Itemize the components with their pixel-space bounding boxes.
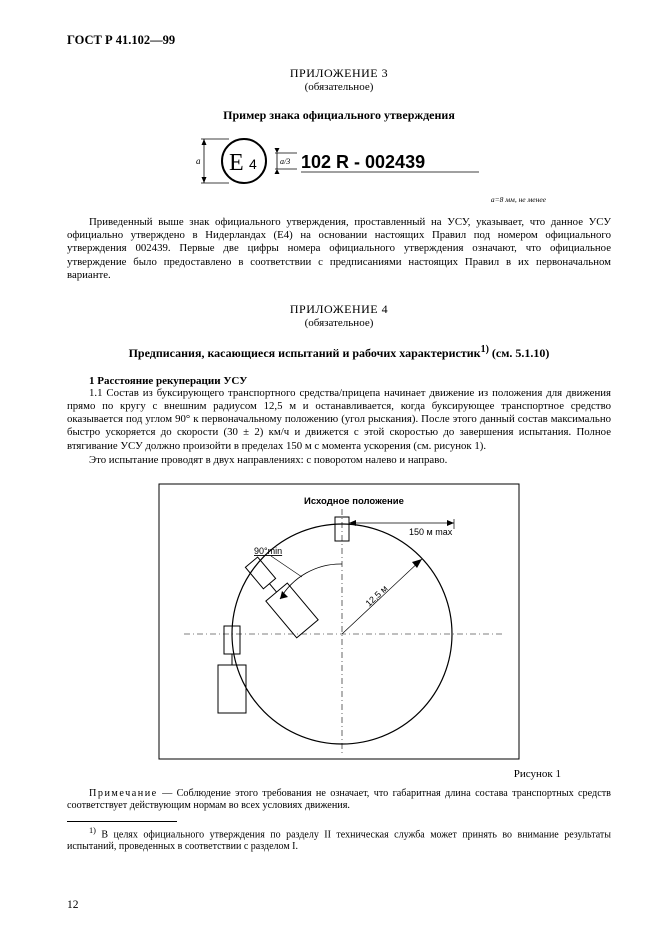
doc-code: ГОСТ Р 41.102—99 (67, 33, 611, 48)
footnote-text: В целях официального утверждения по разд… (67, 829, 611, 852)
p11: 1.1 Состав из буксирующего транспортного… (67, 387, 611, 453)
sec1-body: 1.1 Состав из буксирующего транспортного… (67, 387, 611, 467)
fig-150m: 150 м max (409, 527, 453, 537)
footnote-sup: 1) (89, 826, 96, 835)
figure-1-caption: Рисунок 1 (67, 768, 561, 780)
mark-letter: E (229, 150, 244, 176)
annex3-example-title: Пример знака официального утверждения (67, 108, 611, 123)
prescr-sup: 1) (481, 344, 489, 355)
p12: Это испытание проводят в двух направлени… (67, 454, 611, 467)
annex3-title: ПРИЛОЖЕНИЕ 3 (67, 66, 611, 81)
annex3-paragraph: Приведенный выше знак официального утвер… (67, 216, 611, 282)
prescr-title-b: (см. 5.1.10) (489, 346, 550, 360)
dim-a3: a/3 (280, 157, 290, 166)
figure-1: Исходное положение 150 м max 90°min 12,5… (67, 479, 611, 764)
page-number: 12 (67, 899, 79, 911)
note-lead: Примечание (89, 788, 158, 799)
prescr-title-a: Предписания, касающиеся испытаний и рабо… (129, 346, 481, 360)
mark-number: 102 R - 002439 (301, 152, 425, 172)
page: ГОСТ Р 41.102—99 ПРИЛОЖЕНИЕ 3 (обязатель… (0, 0, 661, 936)
approval-mark: a E 4 a/3 102 R - 002439 (67, 131, 611, 191)
annex3-sub: (обязательное) (67, 81, 611, 93)
fig-start-label: Исходное положение (304, 496, 404, 507)
fig-radius: 12,5 м (364, 583, 390, 608)
annex4-prescr-title: Предписания, касающиеся испытаний и рабо… (67, 344, 611, 361)
annex4-title: ПРИЛОЖЕНИЕ 4 (67, 302, 611, 317)
approval-caption: a=8 мм, не менее (126, 195, 552, 204)
footnote: 1) В целях официального утверждения по р… (67, 826, 611, 853)
footnote-rule (67, 821, 177, 822)
dim-a: a (196, 156, 201, 166)
fig-90: 90°min (254, 546, 282, 556)
mark-country: 4 (249, 156, 257, 172)
note: Примечание — Соблюдение этого требования… (67, 788, 611, 813)
annex4-sub: (обязательное) (67, 317, 611, 329)
sec1-title: 1 Расстояние рекуперации УСУ (67, 375, 611, 387)
